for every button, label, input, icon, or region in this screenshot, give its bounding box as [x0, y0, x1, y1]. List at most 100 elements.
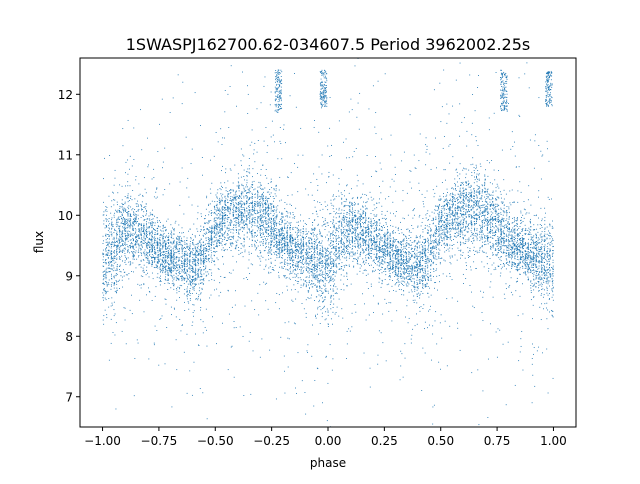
data-point: [208, 238, 210, 240]
data-point: [110, 234, 112, 236]
data-point: [386, 240, 388, 242]
data-point: [162, 236, 164, 238]
data-point: [441, 225, 443, 227]
data-point: [407, 282, 409, 284]
data-point: [517, 263, 519, 265]
data-point: [129, 225, 131, 227]
data-point: [159, 255, 161, 257]
data-point: [418, 279, 420, 281]
data-point: [138, 245, 140, 247]
data-point: [282, 237, 284, 239]
data-point: [363, 251, 365, 253]
data-point: [275, 185, 277, 187]
data-point: [409, 275, 411, 277]
data-point: [415, 264, 417, 266]
data-point: [330, 297, 332, 299]
data-point: [548, 258, 550, 260]
data-point: [424, 278, 426, 280]
data-point: [332, 278, 334, 280]
data-point: [270, 208, 272, 210]
data-point: [271, 235, 273, 237]
data-point: [265, 202, 267, 204]
data-point: [514, 229, 515, 231]
data-point: [284, 233, 285, 235]
data-point: [326, 260, 328, 262]
data-point: [373, 220, 375, 222]
data-point: [299, 248, 301, 250]
data-point: [445, 223, 447, 225]
data-point: [267, 220, 269, 222]
data-point: [254, 221, 255, 223]
data-point: [127, 233, 129, 234]
data-point: [366, 249, 367, 251]
data-point: [337, 190, 339, 192]
data-point: [149, 233, 151, 235]
data-point: [533, 255, 535, 257]
data-point: [105, 273, 107, 275]
data-point: [538, 278, 540, 280]
data-point: [114, 290, 116, 292]
data-point: [409, 258, 411, 260]
data-point: [546, 251, 547, 253]
data-point: [271, 241, 273, 243]
data-point: [199, 250, 201, 252]
data-point: [283, 237, 285, 239]
data-point: [181, 276, 182, 278]
data-point: [219, 242, 221, 244]
data-point: [254, 232, 255, 234]
data-point: [543, 248, 545, 249]
data-point: [486, 211, 488, 213]
data-point: [506, 225, 508, 227]
data-point: [121, 249, 123, 251]
data-point: [472, 242, 474, 244]
data-point: [405, 272, 407, 273]
data-point: [292, 276, 294, 278]
data-point: [481, 184, 483, 186]
data-point: [257, 220, 259, 222]
data-point: [417, 258, 418, 260]
data-point: [251, 196, 253, 198]
data-point: [112, 258, 114, 260]
data-point: [237, 201, 239, 203]
data-point: [321, 312, 323, 314]
data-point: [496, 243, 498, 245]
data-point: [315, 265, 317, 267]
data-point: [448, 250, 450, 252]
data-point: [304, 280, 306, 282]
data-point: [342, 244, 344, 245]
data-point: [422, 218, 424, 219]
data-point: [368, 251, 370, 253]
data-point: [155, 242, 157, 244]
data-point: [198, 296, 199, 297]
data-point: [452, 214, 453, 216]
data-point: [145, 254, 147, 256]
data-point: [298, 250, 300, 252]
data-point: [467, 180, 469, 182]
data-point: [210, 242, 212, 244]
data-point: [320, 258, 322, 260]
data-point: [277, 241, 279, 243]
data-point: [111, 275, 112, 277]
data-point: [273, 238, 275, 240]
data-point: [475, 218, 477, 220]
data-point: [462, 237, 464, 238]
data-point: [384, 269, 386, 271]
data-point: [254, 209, 256, 211]
data-point: [527, 268, 529, 270]
data-point: [543, 269, 545, 271]
data-point: [168, 251, 169, 253]
data-point: [297, 255, 299, 257]
data-point: [135, 237, 137, 239]
data-point: [500, 239, 502, 241]
data-point: [170, 249, 171, 251]
data-point: [264, 228, 266, 230]
data-point: [485, 207, 487, 209]
data-point: [500, 268, 502, 270]
data-point: [389, 232, 391, 234]
data-point: [492, 243, 494, 245]
data-point: [200, 244, 202, 245]
data-point: [370, 218, 372, 220]
data-point: [297, 229, 299, 231]
data-point: [458, 233, 460, 235]
data-point: [507, 244, 509, 246]
